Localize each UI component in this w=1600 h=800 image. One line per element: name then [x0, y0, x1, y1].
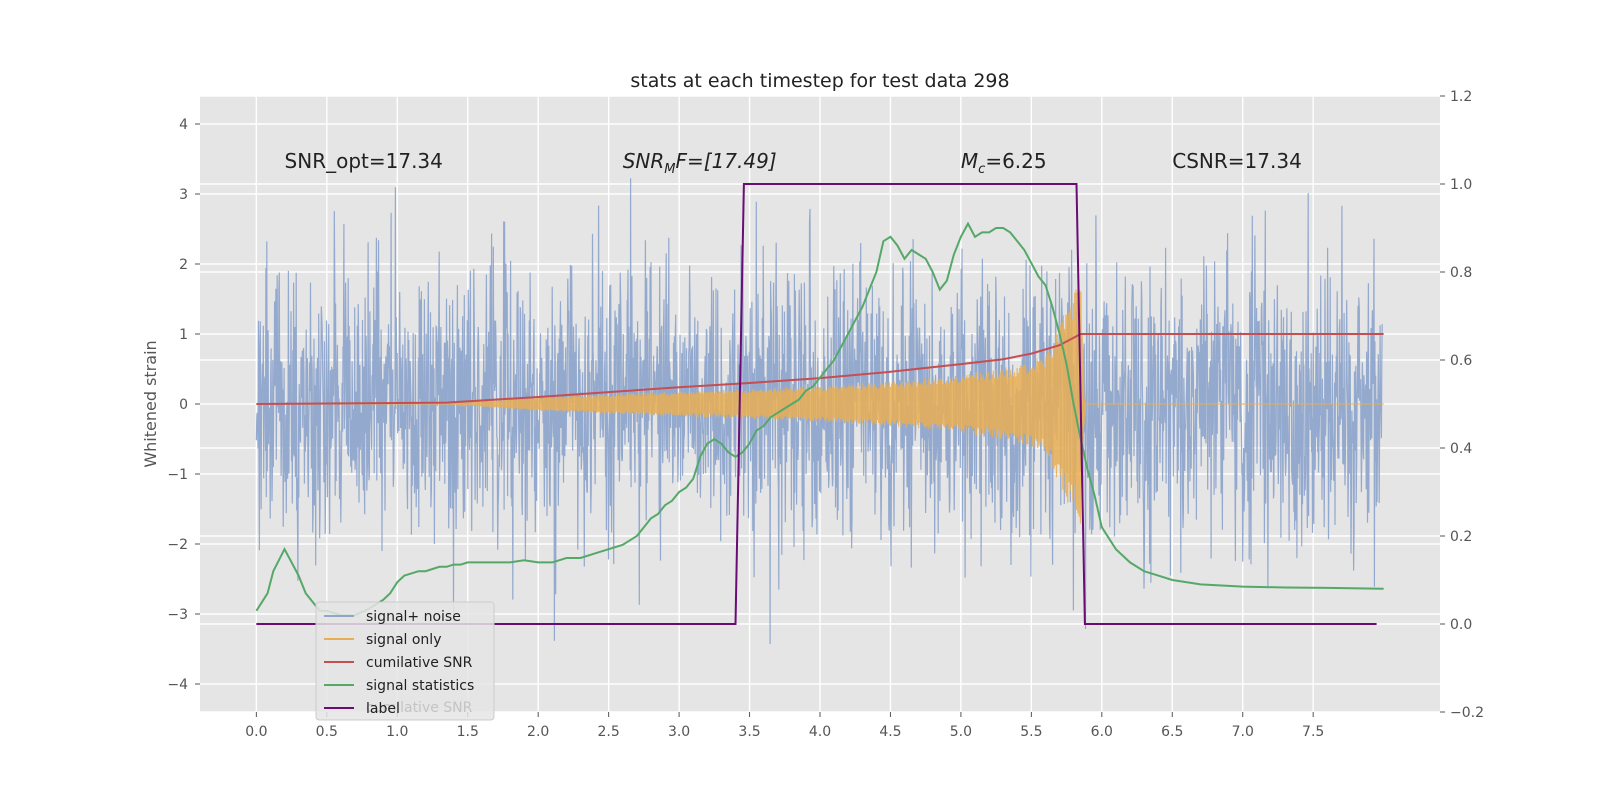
annotation-main: SNR [623, 149, 665, 173]
series-layer [255, 178, 1384, 644]
legend-ghost-text: cumilative SNR [366, 700, 473, 716]
x-tick-label: 6.5 [1161, 724, 1183, 740]
x-tick-label: 5.0 [950, 724, 972, 740]
x-tick-label: 3.0 [668, 724, 690, 740]
annotation-rest: =6.25 [985, 149, 1046, 173]
legend-entry-0: signal+ noise [366, 609, 461, 625]
y-tick-label: 1 [179, 327, 188, 343]
x-tick-label: 2.5 [598, 724, 620, 740]
x-tick-label: 3.5 [738, 724, 760, 740]
annotation-3: CSNR=17.34 [1172, 149, 1302, 173]
x-tick-label: 4.5 [879, 724, 901, 740]
x-tick-label: 7.0 [1232, 724, 1254, 740]
x-tick-label: 1.0 [386, 724, 408, 740]
x-tick-label: 7.5 [1302, 724, 1324, 740]
legend-entry-3: signal statistics [366, 678, 474, 694]
y2-tick-label: 0.4 [1450, 441, 1472, 457]
series-line-4 [256, 183, 1377, 625]
y2-tick-label: 0.6 [1450, 353, 1472, 369]
x-tick-label: 1.5 [457, 724, 479, 740]
y-tick-label: −1 [167, 467, 188, 483]
y-tick-label: 3 [179, 187, 188, 203]
legend-entry-1: signal only [366, 632, 441, 648]
x-tick-label: 2.0 [527, 724, 549, 740]
ticks: 0.0 0.5 1.0 1.5 2.0 2.5 3.0 3.5 4.0 4.5 5.0 5.5 6.0 6… [167, 89, 1484, 740]
y2-tick-label: 0.0 [1450, 617, 1472, 633]
y2-tick-label: 0.2 [1450, 529, 1472, 545]
x-tick-label: 4.0 [809, 724, 831, 740]
x-tick-label: 6.0 [1091, 724, 1113, 740]
legend-entry-2: cumilative SNR [366, 655, 473, 671]
y-tick-label: −3 [167, 607, 188, 623]
y2-tick-label: −0.2 [1450, 705, 1484, 721]
series-line-1 [256, 278, 1384, 524]
y-tick-label: 0 [179, 397, 188, 413]
x-tick-label: 0.5 [316, 724, 338, 740]
y-tick-label: 2 [179, 257, 188, 273]
legend-entry-4: label [366, 701, 400, 717]
annotation-2: Mc=6.25 [961, 149, 1047, 177]
annotation-1: SNRMF=[17.49] [623, 149, 777, 177]
annotation-sub: M [664, 162, 675, 177]
annotation-0: SNR_opt=17.34 [285, 149, 443, 173]
annotation-rest: F=[17.49] [676, 149, 777, 173]
y2-tick-label: 1.0 [1450, 177, 1472, 193]
series-line-2 [256, 333, 1384, 405]
annotation-main: M [961, 149, 978, 173]
annotation-sub: c [978, 162, 985, 177]
y-tick-label: −2 [167, 537, 188, 553]
y-axis-label: Whitened strain [141, 340, 160, 467]
y-tick-label: 4 [179, 117, 188, 133]
legend: cumilative SNR signal+ noise signal only cu… [315, 601, 495, 721]
series-line-3 [255, 221, 1384, 617]
x-tick-label: 0.0 [245, 724, 267, 740]
x-tick-label: 5.5 [1020, 724, 1042, 740]
y2-tick-label: 1.2 [1450, 89, 1472, 105]
y-tick-label: −4 [167, 677, 188, 693]
y2-tick-label: 0.8 [1450, 265, 1472, 281]
series-line-0 [255, 178, 1383, 644]
annotations: SNR_opt=17.34 SNRMF=[17.49] Mc=6.25 CSNR=17… [285, 149, 1302, 177]
legend-box [315, 601, 495, 721]
chart-title: stats at each timestep for test data 298 [630, 70, 1009, 92]
